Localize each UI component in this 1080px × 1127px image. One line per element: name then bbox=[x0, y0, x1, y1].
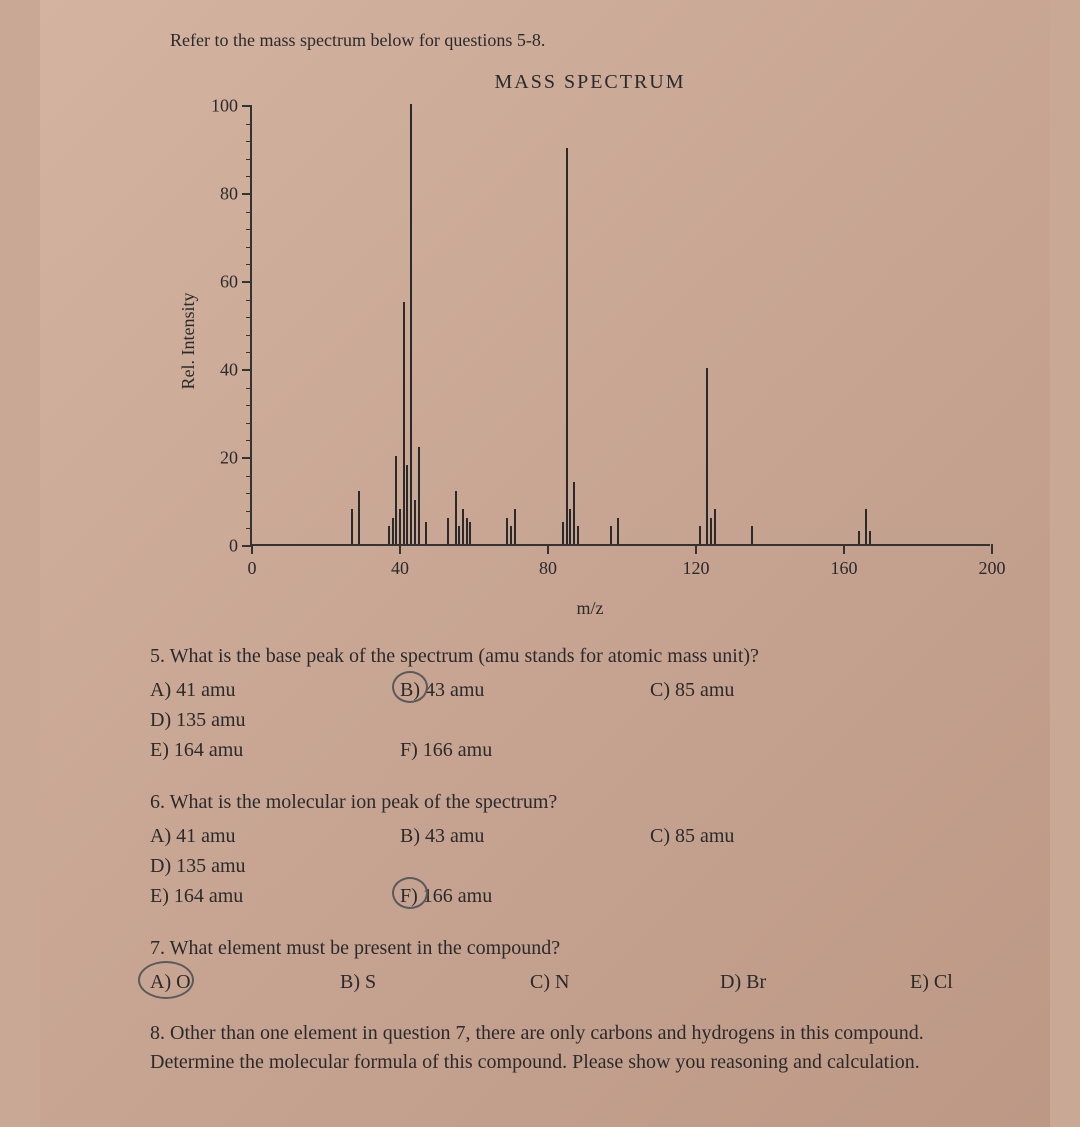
spectrum-peak bbox=[414, 500, 416, 544]
q5-option-b: B) 43 amu bbox=[400, 675, 600, 705]
spectrum-peak bbox=[458, 526, 460, 544]
spectrum-peak bbox=[510, 526, 512, 544]
q7-option-a: A) O bbox=[150, 967, 290, 997]
question-5: 5. What is the base peak of the spectrum… bbox=[150, 641, 1010, 765]
q5-stem: 5. What is the base peak of the spectrum… bbox=[150, 641, 1010, 671]
q5-option-f: F) 166 amu bbox=[400, 735, 492, 765]
x-tick bbox=[991, 544, 993, 554]
x-tick-label: 40 bbox=[391, 558, 409, 579]
q6-option-d: D) 135 amu bbox=[150, 851, 246, 881]
chart-title: MASS SPECTRUM bbox=[170, 71, 1010, 94]
y-tick bbox=[242, 193, 252, 195]
x-tick-label: 200 bbox=[979, 558, 1006, 579]
spectrum-peak bbox=[617, 518, 619, 544]
q6-option-b: B) 43 amu bbox=[400, 821, 600, 851]
x-tick-label: 0 bbox=[248, 558, 257, 579]
y-tick bbox=[242, 457, 252, 459]
plot-area: 02040608010004080120160200 bbox=[250, 106, 990, 546]
y-tick bbox=[242, 369, 252, 371]
spectrum-peak bbox=[865, 509, 867, 544]
spectrum-peak bbox=[406, 465, 408, 544]
q6-option-e: E) 164 amu bbox=[150, 881, 350, 911]
y-tick-label: 20 bbox=[220, 448, 238, 469]
spectrum-peak bbox=[462, 509, 464, 544]
q6-option-f: F) 166 amu bbox=[400, 881, 492, 911]
spectrum-peak bbox=[710, 518, 712, 544]
q5-option-a: A) 41 amu bbox=[150, 675, 350, 705]
x-tick-label: 120 bbox=[683, 558, 710, 579]
x-tick bbox=[843, 544, 845, 554]
x-tick-label: 160 bbox=[831, 558, 858, 579]
y-tick-label: 40 bbox=[220, 360, 238, 381]
spectrum-peak bbox=[395, 456, 397, 544]
spectrum-peak bbox=[569, 509, 571, 544]
spectrum-peak bbox=[577, 526, 579, 544]
spectrum-peak bbox=[358, 491, 360, 544]
q6-option-a: A) 41 amu bbox=[150, 821, 350, 851]
x-tick-label: 80 bbox=[539, 558, 557, 579]
y-tick-label: 0 bbox=[229, 536, 238, 557]
spectrum-peak bbox=[699, 526, 701, 544]
spectrum-peak bbox=[466, 518, 468, 544]
spectrum-peak bbox=[425, 522, 427, 544]
spectrum-peak bbox=[562, 522, 564, 544]
spectrum-peak bbox=[751, 526, 753, 544]
question-7: 7. What element must be present in the c… bbox=[150, 933, 1010, 997]
q7-option-e: E) Cl bbox=[910, 967, 953, 997]
spectrum-peak bbox=[455, 491, 457, 544]
question-6: 6. What is the molecular ion peak of the… bbox=[150, 787, 1010, 911]
x-tick bbox=[547, 544, 549, 554]
instruction-text: Refer to the mass spectrum below for que… bbox=[170, 30, 1010, 51]
spectrum-peak bbox=[418, 447, 420, 544]
q6-option-c: C) 85 amu bbox=[650, 821, 850, 851]
questions-block: 5. What is the base peak of the spectrum… bbox=[150, 641, 1010, 1077]
y-tick bbox=[242, 105, 252, 107]
y-tick bbox=[242, 281, 252, 283]
spectrum-peak bbox=[566, 148, 568, 544]
q7-option-d: D) Br bbox=[720, 967, 860, 997]
q5-option-e: E) 164 amu bbox=[150, 735, 350, 765]
spectrum-peak bbox=[706, 368, 708, 544]
spectrum-peak bbox=[714, 509, 716, 544]
q7-option-b: B) S bbox=[340, 967, 480, 997]
spectrum-peak bbox=[469, 522, 471, 544]
spectrum-peak bbox=[858, 531, 860, 544]
q5-option-c: C) 85 amu bbox=[650, 675, 850, 705]
worksheet-page: Refer to the mass spectrum below for que… bbox=[40, 0, 1050, 1127]
spectrum-peak bbox=[573, 482, 575, 544]
q7-option-c: C) N bbox=[530, 967, 670, 997]
spectrum-peak bbox=[869, 531, 871, 544]
spectrum-peak bbox=[514, 509, 516, 544]
y-tick-label: 80 bbox=[220, 184, 238, 205]
spectrum-peak bbox=[610, 526, 612, 544]
x-tick bbox=[399, 544, 401, 554]
spectrum-peak bbox=[388, 526, 390, 544]
x-tick bbox=[695, 544, 697, 554]
x-tick bbox=[251, 544, 253, 554]
spectrum-peak bbox=[399, 509, 401, 544]
q6-stem: 6. What is the molecular ion peak of the… bbox=[150, 787, 1010, 817]
spectrum-peak bbox=[392, 518, 394, 544]
q7-stem: 7. What element must be present in the c… bbox=[150, 933, 1010, 963]
y-tick-label: 100 bbox=[211, 96, 238, 117]
spectrum-peak bbox=[403, 302, 405, 544]
y-axis-label: Rel. Intensity bbox=[178, 293, 199, 390]
y-tick-label: 60 bbox=[220, 272, 238, 293]
question-8: 8. Other than one element in question 7,… bbox=[150, 1019, 1010, 1077]
spectrum-peak bbox=[410, 104, 412, 544]
spectrum-peak bbox=[447, 518, 449, 544]
spectrum-peak bbox=[506, 518, 508, 544]
mass-spectrum-chart: MASS SPECTRUM Rel. Intensity 02040608010… bbox=[170, 71, 1010, 611]
q5-option-d: D) 135 amu bbox=[150, 705, 246, 735]
x-axis-label: m/z bbox=[170, 598, 1010, 619]
spectrum-peak bbox=[351, 509, 353, 544]
